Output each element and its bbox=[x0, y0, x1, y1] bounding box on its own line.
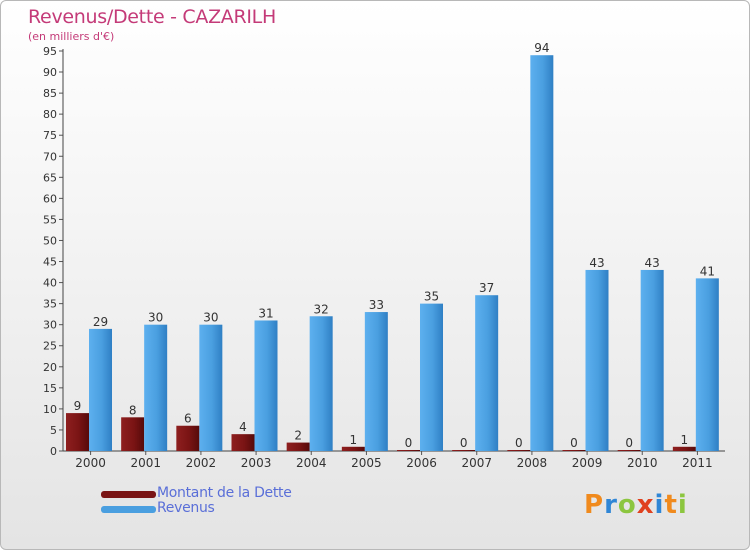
y-tick-label: 30 bbox=[43, 319, 57, 332]
data-label-revenus: 31 bbox=[258, 306, 273, 320]
bar-dette bbox=[452, 450, 476, 451]
y-tick-label: 35 bbox=[43, 298, 57, 311]
data-label-revenus: 30 bbox=[148, 311, 163, 325]
data-label-dette: 4 bbox=[239, 420, 247, 434]
data-label-dette: 0 bbox=[515, 436, 523, 450]
bar-revenus bbox=[89, 328, 112, 451]
x-tick-label: 2010 bbox=[627, 456, 658, 470]
data-label-dette: 1 bbox=[350, 433, 358, 447]
x-tick-label: 2011 bbox=[682, 456, 713, 470]
y-tick-label: 90 bbox=[43, 66, 57, 79]
bar-revenus bbox=[640, 269, 664, 451]
logo-letter: P bbox=[584, 490, 605, 520]
y-tick-label: 10 bbox=[43, 403, 57, 416]
bar-dette bbox=[121, 417, 145, 451]
bar-revenus bbox=[530, 55, 554, 452]
data-label-dette: 9 bbox=[74, 399, 82, 413]
data-label-dette: 6 bbox=[184, 412, 192, 426]
x-tick-label: 2006 bbox=[406, 456, 437, 470]
logo-letter: i bbox=[677, 490, 688, 520]
bar-dette bbox=[617, 450, 641, 451]
bar-dette bbox=[66, 413, 89, 451]
y-tick-label: 60 bbox=[43, 192, 57, 205]
y-tick-label: 80 bbox=[43, 108, 57, 121]
y-tick-label: 20 bbox=[43, 361, 57, 374]
proxiti-logo: Proxiti bbox=[584, 490, 688, 520]
data-label-revenus: 94 bbox=[534, 41, 549, 55]
y-tick-label: 5 bbox=[50, 424, 57, 437]
x-tick-label: 2000 bbox=[75, 456, 106, 470]
y-tick-label: 15 bbox=[43, 382, 57, 395]
bar-revenus bbox=[144, 324, 168, 451]
y-tick-label: 55 bbox=[43, 213, 57, 226]
y-tick-label: 75 bbox=[43, 129, 57, 142]
legend-swatch-revenus bbox=[101, 506, 156, 513]
y-tick-label: 70 bbox=[43, 150, 57, 163]
x-tick-label: 2002 bbox=[186, 456, 217, 470]
x-tick-label: 2008 bbox=[517, 456, 548, 470]
data-label-revenus: 29 bbox=[93, 315, 108, 329]
data-label-revenus: 35 bbox=[424, 290, 439, 304]
bar-revenus bbox=[199, 324, 223, 451]
data-label-dette: 1 bbox=[681, 433, 689, 447]
bar-revenus bbox=[695, 278, 719, 451]
bar-dette bbox=[672, 446, 696, 451]
data-label-dette: 0 bbox=[460, 436, 468, 450]
data-label-revenus: 43 bbox=[645, 256, 660, 270]
x-tick-label: 2007 bbox=[461, 456, 492, 470]
logo-letter: t bbox=[664, 490, 678, 520]
data-label-dette: 0 bbox=[570, 436, 578, 450]
y-tick-label: 95 bbox=[43, 45, 57, 58]
data-label-revenus: 30 bbox=[203, 311, 218, 325]
chart-subtitle: (en milliers d'€) bbox=[28, 30, 115, 43]
y-tick-label: 50 bbox=[43, 234, 57, 247]
x-tick-label: 2005 bbox=[351, 456, 382, 470]
bar-revenus bbox=[254, 320, 278, 451]
bar-dette bbox=[286, 442, 310, 451]
data-label-dette: 0 bbox=[405, 436, 413, 450]
bar-dette bbox=[341, 446, 365, 451]
legend-swatch-dette bbox=[101, 491, 156, 498]
y-tick-label: 0 bbox=[50, 445, 57, 458]
chart-title: Revenus/Dette - CAZARILH bbox=[28, 6, 276, 28]
bar-revenus bbox=[420, 303, 443, 451]
data-label-revenus: 33 bbox=[369, 298, 384, 312]
x-tick-label: 2003 bbox=[241, 456, 272, 470]
x-tick-label: 2004 bbox=[296, 456, 327, 470]
logo-letter: x bbox=[636, 490, 655, 520]
bar-dette bbox=[562, 450, 586, 451]
bar-revenus bbox=[309, 316, 333, 451]
data-label-revenus: 37 bbox=[479, 281, 494, 295]
bar-revenus bbox=[364, 312, 388, 451]
logo-letter: i bbox=[654, 490, 665, 520]
y-tick-label: 25 bbox=[43, 340, 57, 353]
data-label-revenus: 32 bbox=[314, 302, 329, 316]
x-tick-label: 2009 bbox=[572, 456, 603, 470]
data-label-dette: 0 bbox=[625, 436, 633, 450]
y-tick-label: 85 bbox=[43, 87, 57, 100]
y-tick-label: 40 bbox=[43, 277, 57, 290]
logo-letter: o bbox=[617, 490, 637, 520]
y-tick-label: 65 bbox=[43, 171, 57, 184]
data-label-revenus: 41 bbox=[700, 264, 715, 278]
data-label-dette: 8 bbox=[129, 403, 137, 417]
logo-letter: r bbox=[604, 490, 618, 520]
bar-revenus bbox=[585, 269, 609, 451]
bar-dette bbox=[507, 450, 531, 451]
bar-dette bbox=[176, 425, 200, 451]
data-label-dette: 2 bbox=[294, 429, 302, 443]
bar-revenus bbox=[475, 295, 499, 451]
bar-dette bbox=[231, 434, 255, 451]
data-label-revenus: 43 bbox=[589, 256, 604, 270]
bar-dette bbox=[397, 450, 420, 451]
y-tick-label: 45 bbox=[43, 256, 57, 269]
x-tick-label: 2001 bbox=[130, 456, 161, 470]
legend-label-revenus: Revenus bbox=[157, 500, 215, 516]
legend-label-dette: Montant de la Dette bbox=[157, 485, 292, 501]
